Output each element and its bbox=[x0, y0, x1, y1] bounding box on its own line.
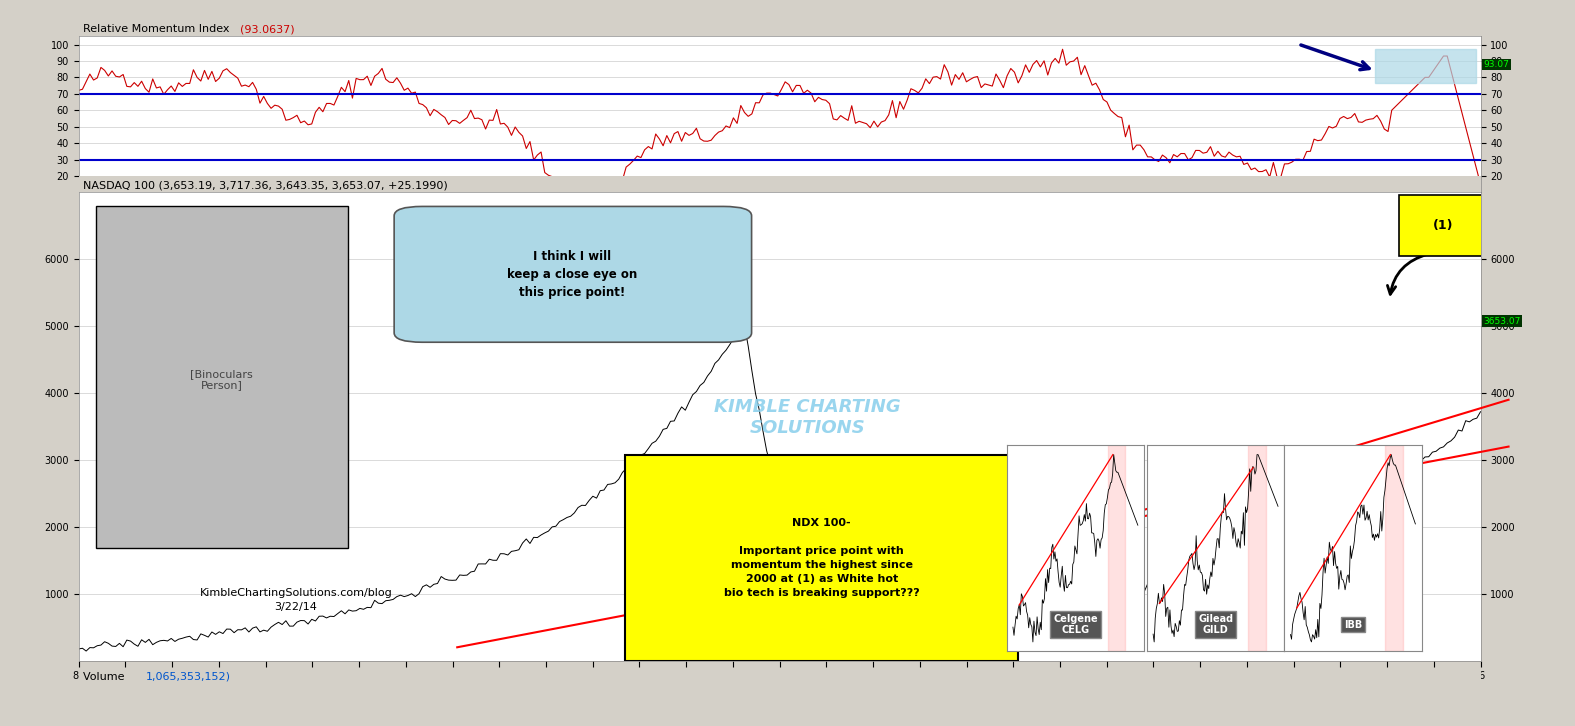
FancyBboxPatch shape bbox=[625, 454, 1017, 661]
Text: 3653.07: 3653.07 bbox=[1484, 317, 1521, 326]
Text: NASDAQ 100 (3,653.19, 3,717.36, 3,643.35, 3,653.07, +25.1990): NASDAQ 100 (3,653.19, 3,717.36, 3,643.35… bbox=[83, 180, 447, 190]
Bar bbox=[1247, 445, 1266, 651]
Text: Volume: Volume bbox=[83, 672, 131, 682]
Text: Relative Momentum Index: Relative Momentum Index bbox=[83, 24, 236, 34]
FancyBboxPatch shape bbox=[394, 206, 751, 342]
Text: KIMBLE CHARTING
SOLUTIONS: KIMBLE CHARTING SOLUTIONS bbox=[715, 398, 901, 436]
Text: I think I will
keep a close eye on
this price point!: I think I will keep a close eye on this … bbox=[507, 250, 638, 299]
Text: IBB: IBB bbox=[1343, 619, 1362, 629]
Text: NDX 100-

Important price point with
momentum the highest since
2000 at (1) as W: NDX 100- Important price point with mome… bbox=[724, 518, 920, 597]
Text: (1): (1) bbox=[1432, 219, 1452, 232]
Text: Gilead
GILD: Gilead GILD bbox=[1199, 613, 1233, 635]
FancyBboxPatch shape bbox=[1399, 195, 1487, 256]
Text: KimbleChartingSolutions.com/blog
3/22/14: KimbleChartingSolutions.com/blog 3/22/14 bbox=[200, 588, 392, 612]
FancyBboxPatch shape bbox=[96, 206, 348, 548]
Bar bbox=[1107, 445, 1126, 651]
Text: 93.07: 93.07 bbox=[1484, 60, 1509, 69]
Text: Celgene
CELG: Celgene CELG bbox=[1054, 613, 1098, 635]
Text: [Binoculars
Person]: [Binoculars Person] bbox=[191, 369, 254, 391]
Text: 1,065,353,152): 1,065,353,152) bbox=[146, 672, 232, 682]
FancyBboxPatch shape bbox=[1375, 49, 1476, 83]
Text: (93.0637): (93.0637) bbox=[239, 24, 295, 34]
Bar bbox=[1386, 445, 1403, 651]
